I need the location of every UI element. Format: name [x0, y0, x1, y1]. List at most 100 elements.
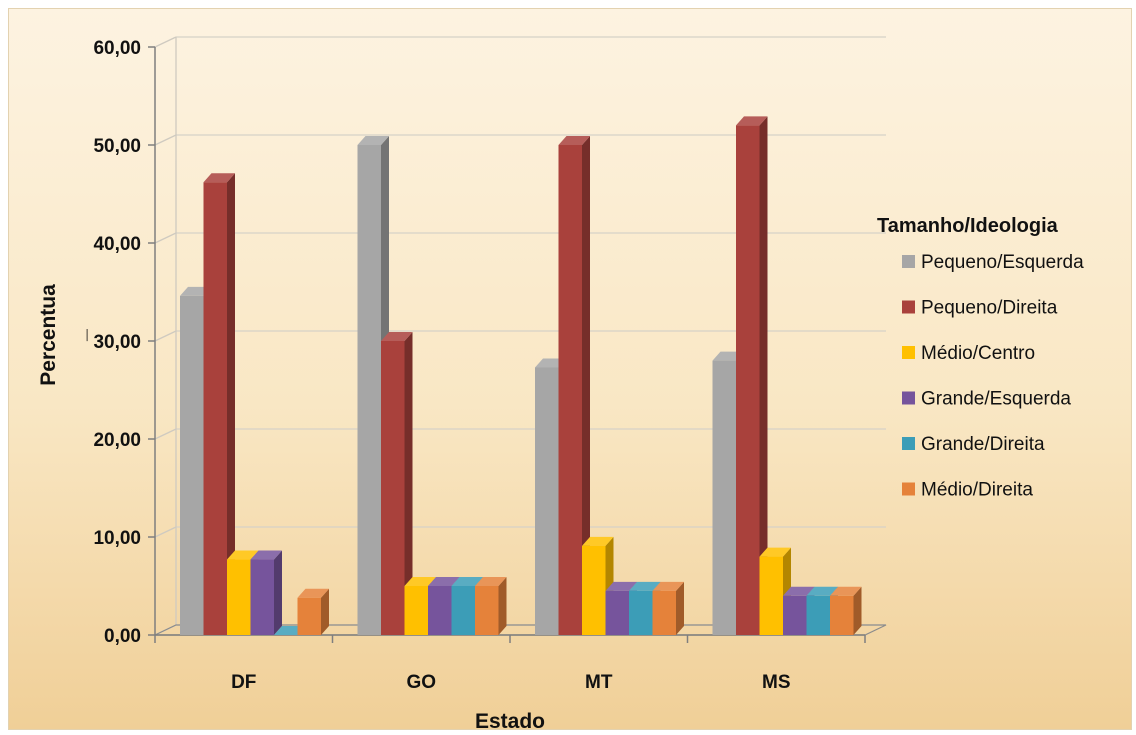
legend-item: Pequeno/Esquerda — [902, 252, 1084, 273]
bar-front — [652, 590, 676, 635]
legend-item: Médio/Centro — [902, 343, 1035, 364]
y-tick-label: 50,00 — [93, 136, 141, 157]
y-tick-label: 20,00 — [93, 430, 141, 451]
x-tick-label: MS — [762, 672, 791, 693]
legend-item: Grande/Esquerda — [902, 389, 1071, 410]
bar-top — [806, 586, 838, 596]
legend-swatch — [902, 391, 915, 405]
bar-front — [605, 590, 629, 635]
bar-top — [736, 116, 768, 126]
legend: Tamanho/Ideologia Pequeno/Esquerda Pequeno… — [877, 215, 1084, 501]
bar-top — [381, 332, 413, 341]
bar-top — [830, 586, 862, 596]
bar — [475, 577, 507, 635]
bar-front — [227, 559, 251, 635]
bar-front — [428, 586, 452, 635]
bar-front — [203, 182, 227, 636]
gridline-side — [154, 428, 177, 440]
gridline-side — [154, 36, 177, 48]
bar-front — [297, 597, 321, 635]
gridline-side — [154, 134, 177, 146]
bar-front — [806, 595, 830, 635]
x-tick-label: MT — [585, 672, 613, 693]
bar-top — [428, 577, 460, 586]
bar-side — [498, 577, 507, 635]
bar-front — [558, 145, 582, 635]
y-tick-label: 30,00 — [93, 332, 141, 353]
bar-top — [297, 588, 329, 598]
bar-front — [712, 360, 736, 635]
bar-top — [629, 581, 661, 591]
legend-item: Grande/Direita — [902, 434, 1045, 455]
bar-top — [759, 547, 791, 557]
gridlines — [154, 36, 886, 636]
bar-side — [321, 588, 329, 635]
bar — [830, 586, 862, 635]
y-axis-title: _ — [67, 329, 90, 342]
bars — [180, 116, 862, 636]
bar — [203, 173, 235, 636]
bar-side — [676, 581, 684, 635]
bar-top — [652, 581, 684, 591]
bar-top — [558, 136, 590, 145]
gridline-side — [154, 232, 177, 244]
bar — [250, 550, 282, 635]
legend-item: Pequeno/Direita — [902, 298, 1058, 319]
y-axis-title: Percentua — [37, 284, 60, 386]
bar-front — [783, 595, 807, 635]
legend-title: Tamanho/Ideologia — [877, 215, 1059, 237]
gridline-side — [154, 526, 177, 538]
bar-top — [582, 536, 614, 546]
legend-item: Médio/Direita — [902, 480, 1033, 501]
y-tick-label: 10,00 — [93, 528, 141, 549]
bar-front — [629, 590, 653, 635]
bar — [381, 332, 413, 635]
y-tick-label: 40,00 — [93, 234, 141, 255]
bar-front — [736, 125, 760, 636]
bar-front — [759, 556, 783, 635]
bar — [558, 136, 590, 635]
y-tick-label: 0,00 — [104, 626, 141, 647]
bar-top — [404, 577, 436, 586]
gridline-side — [154, 330, 177, 342]
legend-label: Médio/Centro — [921, 343, 1035, 364]
legend-swatch — [902, 300, 915, 314]
legend-swatch — [902, 255, 915, 268]
legend-label: Médio/Direita — [921, 480, 1033, 501]
bar-top — [475, 577, 507, 586]
bar-front — [180, 295, 204, 635]
bar-front — [475, 586, 499, 635]
bar-front — [582, 545, 606, 635]
bar-side — [853, 586, 862, 635]
legend-swatch — [902, 437, 915, 450]
legend-label: Pequeno/Esquerda — [921, 252, 1084, 273]
x-tick-label: GO — [406, 672, 436, 693]
bar-top — [783, 586, 815, 596]
legend-label: Pequeno/Direita — [921, 298, 1058, 319]
x-tick-label: DF — [231, 672, 256, 693]
bar-front — [404, 586, 428, 635]
bar-front — [250, 559, 274, 635]
bar-side — [404, 332, 413, 635]
legend-label: Grande/Direita — [921, 434, 1045, 455]
x-axis-title: Estado — [475, 710, 545, 733]
bar-front — [357, 145, 381, 635]
bar-side — [759, 116, 768, 635]
bar-side — [582, 136, 590, 635]
axis-labels: 0,00 10,00 20,00 30,00 40,00 50,00 60,00 DF GO MT… — [37, 38, 791, 733]
y-tick-label: 60,00 — [93, 38, 141, 59]
legend-swatch — [902, 346, 915, 359]
legend-label: Grande/Esquerda — [921, 389, 1071, 410]
bar-front — [381, 341, 405, 635]
bar-top — [451, 577, 483, 586]
legend-swatch — [902, 482, 915, 496]
bar — [652, 581, 684, 635]
bar-front — [451, 586, 475, 635]
bar-top — [605, 581, 637, 591]
bar-side — [274, 550, 282, 635]
bar — [297, 588, 329, 635]
bar-front — [535, 367, 559, 635]
bar-front — [830, 595, 854, 635]
bar-top — [227, 550, 259, 560]
